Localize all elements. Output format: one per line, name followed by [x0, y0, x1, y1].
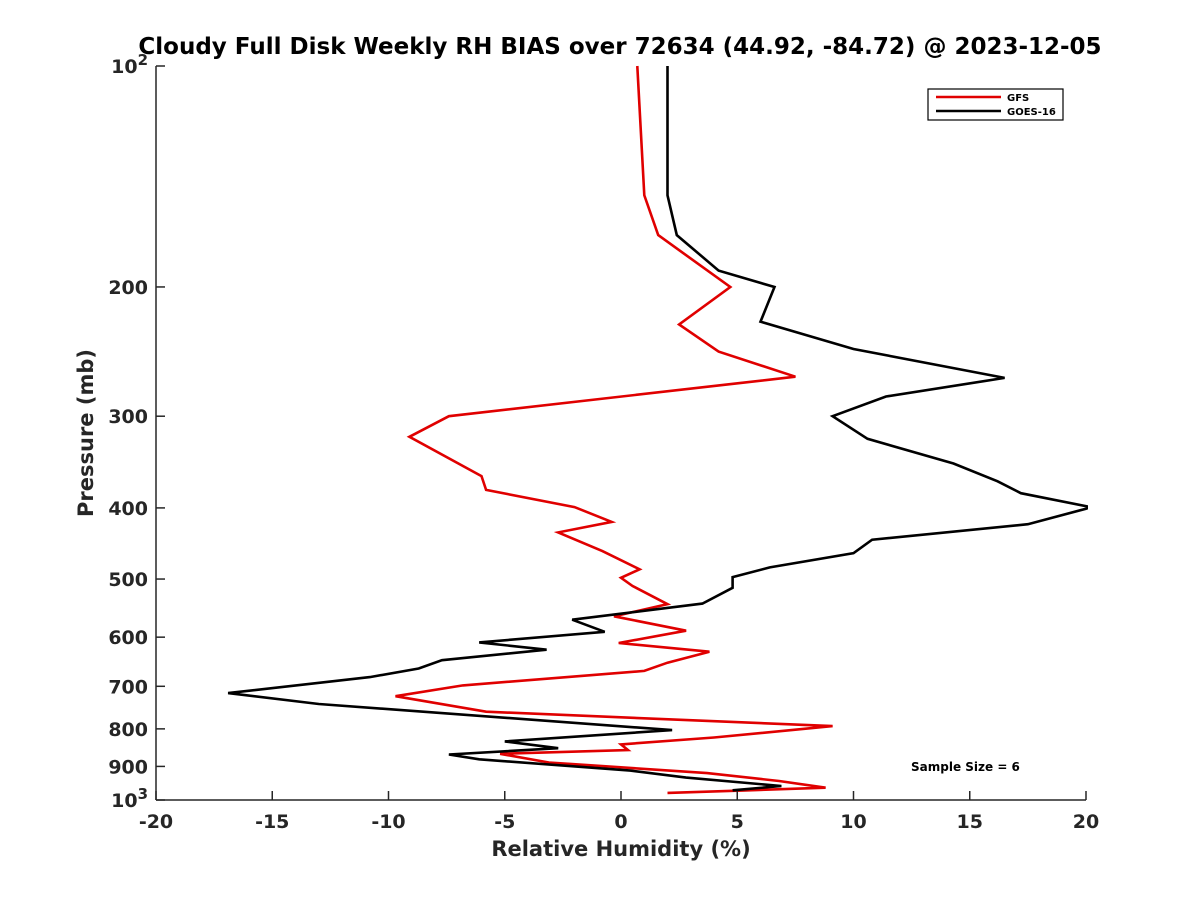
x-tick-label: 15	[957, 811, 983, 833]
legend-gfs-label: GFS	[1007, 93, 1029, 104]
y-tick-label: 600	[108, 627, 148, 649]
chart-title: Cloudy Full Disk Weekly RH BIAS over 726…	[138, 34, 1101, 60]
y-tick-label: 900	[108, 756, 148, 778]
y-tick-label: 200	[108, 277, 148, 299]
y-tick-label: 800	[108, 719, 148, 741]
y-axis-ticks: 102 200 300 400 500 600 700 800 900 103	[108, 51, 165, 812]
x-tick-label: -10	[371, 811, 405, 833]
series-line-gfs	[395, 65, 833, 795]
x-axis-ticks: -20 -15 -10 -5 0 5 10 15 20	[139, 791, 1099, 833]
x-axis-label: Relative Humidity (%)	[491, 837, 750, 861]
x-tick-label: -15	[255, 811, 289, 833]
series-layer	[227, 65, 1088, 795]
legend: GFS GOES-16	[927, 88, 1064, 121]
legend-goes16-label: GOES-16	[1007, 107, 1056, 118]
y-axis-label: Pressure (mb)	[74, 349, 98, 517]
x-tick-label: -20	[139, 811, 173, 833]
y-tick-label: 500	[108, 569, 148, 591]
series-line-goes-16	[227, 66, 1088, 792]
sample-size-annotation: Sample Size = 6	[911, 760, 1020, 774]
y-tick-label: 400	[108, 498, 148, 520]
y-tick-label: 300	[108, 406, 148, 428]
y-tick-label: 700	[108, 676, 148, 698]
y-tick-label: 102	[111, 51, 148, 78]
y-tick-label: 103	[111, 785, 148, 812]
x-tick-label: 10	[840, 811, 866, 833]
x-tick-label: 0	[614, 811, 627, 833]
legend-box	[927, 88, 1064, 121]
plot-area-background	[156, 66, 1086, 800]
x-tick-label: 20	[1073, 811, 1099, 833]
x-tick-label: 5	[731, 811, 744, 833]
x-tick-label: -5	[494, 811, 515, 833]
